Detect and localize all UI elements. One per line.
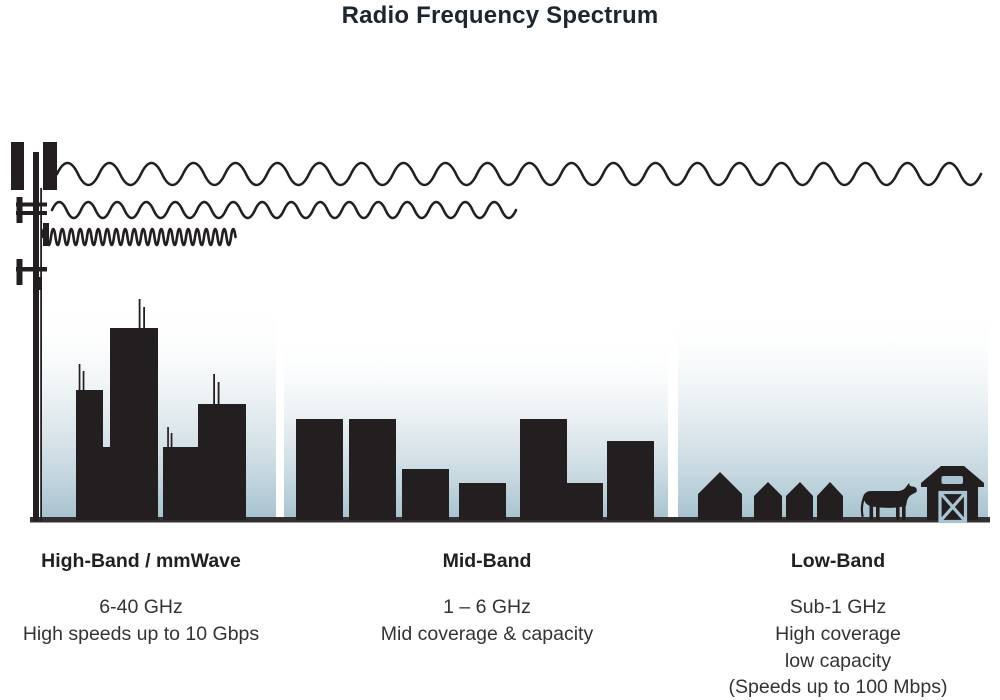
low-band-heading: Low-Band — [790, 550, 886, 572]
rooftop-antenna-icons — [78, 299, 220, 448]
house-icon — [817, 482, 843, 520]
barn-door — [938, 490, 968, 524]
farm-houses-barn-cow-icon — [698, 466, 984, 524]
low-band-label-block: Low-Band Sub-1 GHz High coverage low cap… — [688, 549, 988, 700]
low-frequency-wave — [55, 161, 983, 187]
tower-antenna-panel — [43, 142, 57, 190]
barn-loft-window — [941, 476, 963, 484]
low-band-description: Sub-1 GHz High coverage low capacity (Sp… — [688, 594, 988, 700]
mid-band-heading: Mid-Band — [442, 550, 532, 572]
high-band-capability: High speeds up to 10 Gbps — [22, 622, 260, 645]
mid-band-label-block: Mid-Band 1 – 6 GHz Mid coverage & capaci… — [337, 549, 637, 648]
high-band-description: 6-40 GHz High speeds up to 10 Gbps — [10, 594, 272, 648]
high-frequency-wave — [40, 227, 237, 247]
mid-band-frequency: 1 – 6 GHz — [443, 596, 531, 618]
house-icon — [754, 482, 782, 520]
house-icon — [698, 472, 742, 520]
high-band-heading: High-Band / mmWave — [41, 550, 241, 572]
tower-antenna-panel — [16, 197, 23, 223]
low-band-frequency: Sub-1 GHz — [789, 596, 887, 618]
midrise-buildings-icon — [296, 419, 654, 520]
mid-band-description: 1 – 6 GHz Mid coverage & capacity — [337, 594, 637, 648]
low-band-capacity: low capacity — [784, 649, 892, 672]
barn-icon — [921, 466, 984, 524]
radio-waves — [40, 161, 983, 247]
mid-frequency-wave — [50, 200, 518, 220]
cow-icon — [860, 483, 917, 520]
city-skyscrapers-icon — [76, 299, 246, 520]
low-band-coverage: High coverage — [775, 622, 901, 645]
tower-mast — [33, 152, 39, 521]
diagram-title: Radio Frequency Spectrum — [341, 2, 659, 29]
mid-band-capability: Mid coverage & capacity — [380, 622, 594, 645]
high-band-label-block: High-Band / mmWave 6-40 GHz High speeds … — [10, 549, 272, 648]
high-band-frequency: 6-40 GHz — [99, 596, 183, 618]
ground-line — [30, 517, 990, 523]
house-icon — [786, 482, 813, 520]
tower-antenna-panel — [11, 142, 24, 190]
tower-antenna-panel — [16, 259, 23, 285]
low-band-speed: (Speeds up to 100 Mbps) — [728, 676, 948, 699]
